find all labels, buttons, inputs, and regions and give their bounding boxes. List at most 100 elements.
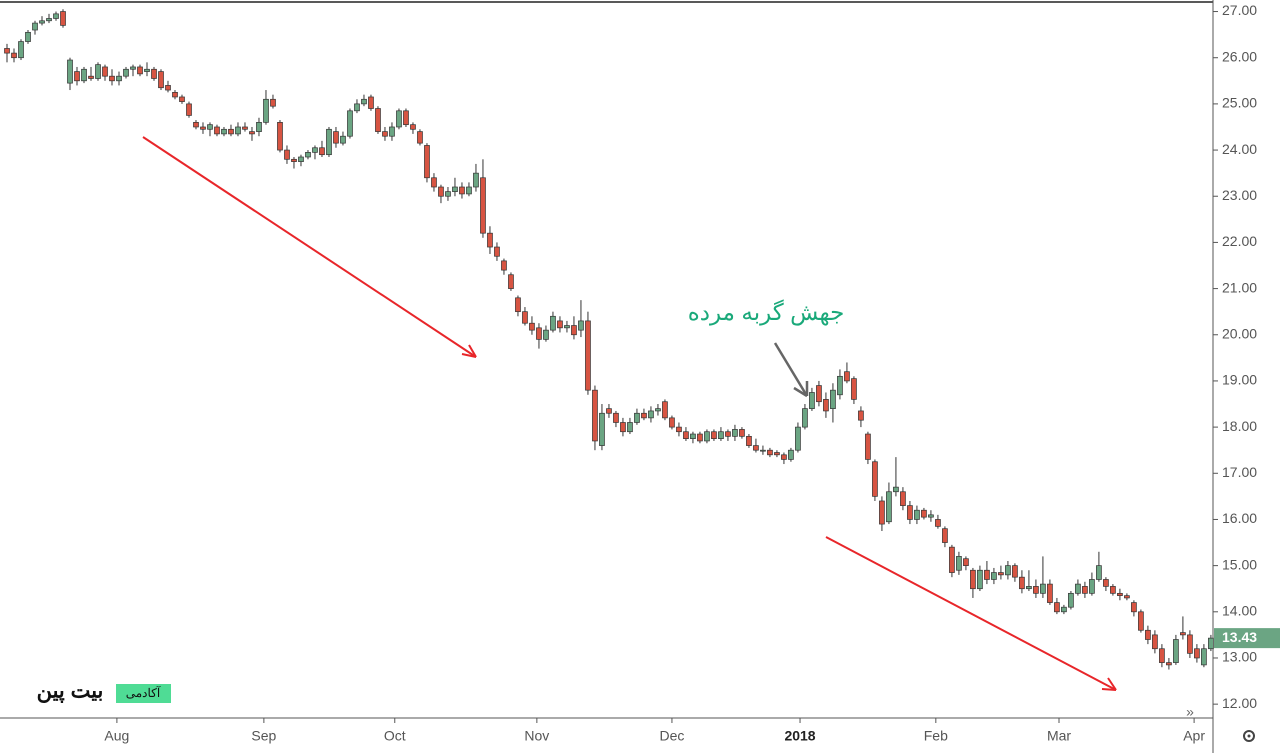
y-tick-label: 27.00 [1222,2,1257,18]
candle [1180,616,1186,640]
candle-body [592,389,598,442]
y-tick-label: 21.00 [1222,279,1257,295]
candle-body [473,172,479,188]
candle-body [1103,579,1109,587]
candle [522,307,528,326]
candle [88,66,94,81]
candle [53,11,59,21]
candle-body [4,48,10,54]
candle-body [522,311,528,324]
candle-body [1005,565,1011,576]
y-tick-label: 12.00 [1222,695,1257,711]
candle [606,404,612,418]
candle-body [1082,586,1088,594]
x-tick-label: Oct [384,728,406,744]
candle [823,392,829,418]
candle-body [305,152,311,158]
candle-body [753,445,759,451]
candle [193,120,199,130]
candle-body [816,385,822,403]
candle-body [571,325,577,336]
candle-body [151,68,157,79]
candle-body [368,96,374,109]
candle-body [557,320,563,329]
candle [529,316,535,335]
settings-icon[interactable] [1243,730,1255,742]
gear-center[interactable] [1247,734,1251,738]
candle [753,438,759,453]
candle-body [1201,648,1207,666]
candle [907,500,913,525]
candle-body [1012,565,1018,578]
annotation-arrow [773,342,809,397]
candle-body [1208,637,1214,650]
candle-body [669,417,675,428]
candle [277,120,283,153]
candle [704,429,710,444]
x-tick-label: 2018 [784,728,815,744]
candle [74,66,80,86]
candle-body [529,322,535,331]
candle [725,429,731,441]
candle-body [676,426,682,433]
candle-body [382,131,388,137]
candle [1187,630,1193,658]
candle-body [683,431,689,439]
gear[interactable] [1243,730,1255,742]
candle [130,64,136,77]
candle [935,514,941,529]
candle-body [508,274,514,289]
candle-body [109,75,115,82]
candle [865,431,871,465]
candle-body [270,98,276,107]
candle [851,376,857,405]
candle-body [417,131,423,144]
candle-body [361,98,367,105]
candle [816,380,822,407]
candle [697,431,703,444]
candle [445,187,451,201]
candle [431,173,437,192]
candle-body [207,124,213,130]
candle-body [697,433,703,442]
candle-body [851,378,857,400]
candle [1089,572,1095,596]
candle-body [949,546,955,573]
candle [18,39,24,61]
watermark-badge [116,684,171,703]
candle-body [1138,611,1144,631]
candle [641,408,647,421]
candle [270,94,276,109]
scroll-button[interactable]: » [1186,704,1194,720]
candle [928,510,934,522]
candle-body [613,412,619,423]
y-tick-label: 13.00 [1222,649,1257,665]
candle-body [662,401,668,419]
candle-body [907,505,913,520]
candle-body [263,98,269,123]
candle [158,69,164,91]
candle-body [347,110,353,137]
candle-body [704,431,710,442]
candle [683,427,689,441]
candle-body [585,320,591,391]
candle [781,452,787,465]
candle [676,422,682,437]
candle-body [641,412,647,419]
candle [1012,563,1018,582]
candle-body [1145,629,1151,640]
candle [123,66,129,79]
candle [508,272,514,291]
candle-body [977,569,983,590]
candle-body [116,75,122,82]
candle-body [375,108,381,132]
candle [417,129,423,146]
candle [900,487,906,511]
candle-body [1061,606,1067,613]
candle-body [480,177,486,234]
candle [1040,556,1046,598]
candle [354,99,360,114]
candle [592,385,598,451]
candle [186,101,192,118]
